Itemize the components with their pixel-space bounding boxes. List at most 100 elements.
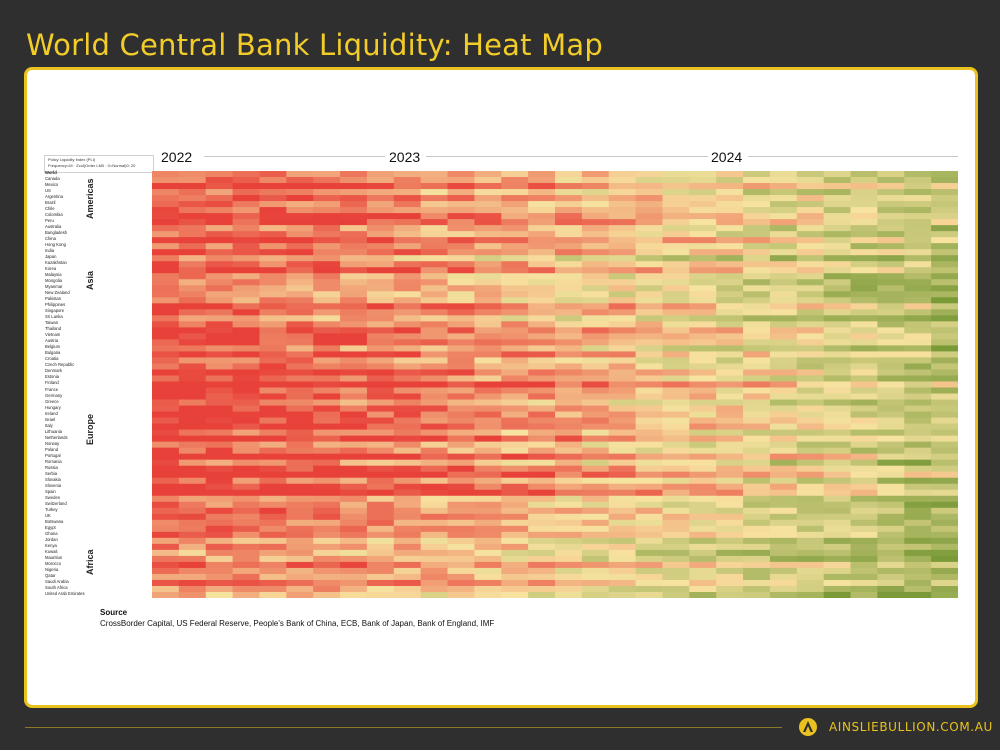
heatmap-cell <box>931 399 958 407</box>
heatmap-cell <box>501 327 529 334</box>
heatmap-cell <box>581 423 610 431</box>
heatmap-cell <box>769 453 798 461</box>
heatmap-cell <box>393 375 422 383</box>
heatmap-cell <box>528 435 556 443</box>
heatmap-cell <box>769 477 798 485</box>
heatmap-cell <box>259 357 287 365</box>
heatmap-cell <box>286 477 314 485</box>
heatmap-cell <box>608 225 637 232</box>
heatmap-cell <box>581 339 610 346</box>
heatmap-cell <box>716 399 744 407</box>
heatmap-cell <box>474 273 502 280</box>
heatmap-cell <box>393 363 422 371</box>
heatmap-cell <box>850 507 878 515</box>
heatmap-cell <box>662 189 690 196</box>
heatmap-cell <box>259 171 287 178</box>
heatmap-cell <box>501 513 529 521</box>
heatmap-cell <box>152 225 180 232</box>
heatmap-cell <box>340 327 368 334</box>
heatmap-cell <box>635 543 664 551</box>
heatmap-cell <box>662 321 690 328</box>
heatmap-cell <box>366 261 395 268</box>
heatmap-cell <box>152 543 180 551</box>
heatmap-cell <box>286 327 314 334</box>
heatmap-cell <box>769 525 798 533</box>
heatmap-cell <box>904 237 932 244</box>
heatmap-cell <box>608 363 637 371</box>
heatmap-cell <box>366 507 395 515</box>
heatmap-cell <box>393 387 422 395</box>
heatmap-cell <box>689 525 717 533</box>
heatmap-cell <box>608 321 637 328</box>
heatmap-cell <box>850 219 878 226</box>
heatmap-cell <box>474 279 502 286</box>
heatmap-cell <box>259 315 287 322</box>
heatmap-cell <box>232 453 261 461</box>
heatmap-cell <box>528 429 556 437</box>
heatmap-cell <box>823 201 852 208</box>
heatmap-cell <box>877 375 905 383</box>
heatmap-cell <box>662 381 690 389</box>
heatmap-cell <box>340 561 368 569</box>
heatmap-cell <box>608 423 637 431</box>
heatmap-cell <box>850 555 878 563</box>
heatmap-cell <box>662 231 690 238</box>
heatmap-cell <box>340 507 368 515</box>
heatmap-cell <box>796 357 825 365</box>
country-label: Brazil <box>45 200 56 206</box>
heatmap-cell <box>259 225 287 232</box>
heatmap-cell <box>393 483 422 491</box>
heatmap-cell <box>931 519 958 527</box>
heatmap-cell <box>555 273 583 280</box>
heatmap-cell <box>340 345 368 353</box>
heatmap-cell <box>393 249 422 256</box>
heatmap-cell <box>555 477 583 485</box>
heatmap-cell <box>313 543 341 551</box>
heatmap-cell <box>877 285 905 292</box>
heatmap-cell <box>420 195 449 202</box>
heatmap-cell <box>259 405 287 413</box>
country-label: Singapore <box>45 308 65 314</box>
heatmap-cell <box>420 381 449 389</box>
heatmap-cell <box>823 273 852 280</box>
heatmap-cell <box>581 333 610 340</box>
heatmap-cell <box>528 567 556 575</box>
heatmap-cell <box>743 375 771 383</box>
heatmap-cell <box>232 321 261 328</box>
heatmap-cell <box>689 207 717 214</box>
heatmap-cell <box>447 357 475 365</box>
heatmap-cell <box>635 429 664 437</box>
heatmap-cell <box>528 573 556 581</box>
source-text: CrossBorder Capital, US Federal Reserve,… <box>100 619 495 628</box>
heatmap-cell <box>447 465 475 473</box>
heatmap-cell <box>743 405 771 413</box>
heatmap-cell <box>340 351 368 359</box>
heatmap-cell <box>904 327 932 334</box>
heatmap-cell <box>286 207 314 214</box>
heatmap-cell <box>205 441 234 449</box>
heatmap-cell <box>286 267 314 274</box>
heatmap-cell <box>743 561 771 569</box>
heatmap-cell <box>850 543 878 551</box>
heatmap-cell <box>769 369 798 377</box>
country-label: Bulgaria <box>45 350 61 356</box>
heatmap-cell <box>850 255 878 262</box>
heatmap-cell <box>823 405 852 413</box>
heatmap-cell <box>340 513 368 521</box>
heatmap-cell <box>635 267 664 274</box>
heatmap-cell <box>635 339 664 346</box>
heatmap-cell <box>581 399 610 407</box>
heatmap-cell <box>662 285 690 292</box>
heatmap-cell <box>474 555 502 563</box>
heatmap-cell <box>178 297 207 304</box>
heatmap-cell <box>689 327 717 334</box>
heatmap-cell <box>232 465 261 473</box>
heatmap-cell <box>259 507 287 515</box>
heatmap-cell <box>769 309 798 316</box>
heatmap-cell <box>689 537 717 545</box>
heatmap-cell <box>662 177 690 184</box>
heatmap-cell <box>823 327 852 334</box>
heatmap-cell <box>555 441 583 449</box>
heatmap-cell <box>689 543 717 551</box>
heatmap-cell <box>205 195 234 202</box>
